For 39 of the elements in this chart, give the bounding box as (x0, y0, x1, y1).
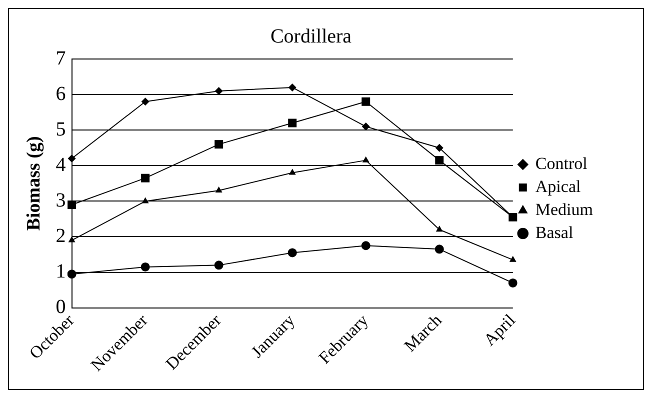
point (141, 174, 150, 182)
point (68, 236, 76, 242)
point (288, 83, 296, 92)
point (362, 97, 370, 106)
point (434, 244, 444, 254)
point (288, 118, 297, 128)
point (68, 200, 76, 209)
legend-label: Apical (535, 176, 581, 196)
y-tick-label: 3 (56, 189, 66, 212)
legend-label: Control (535, 154, 588, 173)
y-tick-label: 2 (56, 224, 66, 247)
y-axis-title: Biomass (g) (23, 136, 44, 231)
y-tick-label: 0 (56, 296, 66, 318)
point (214, 140, 224, 149)
point (509, 256, 516, 262)
point (435, 144, 444, 152)
point (214, 260, 224, 270)
point (508, 278, 518, 288)
point (67, 270, 76, 279)
point (214, 86, 223, 95)
point (436, 226, 443, 232)
y-tick-label: 5 (56, 118, 66, 140)
chart-title: Cordillera (270, 25, 352, 48)
point (361, 241, 370, 250)
point (362, 156, 370, 162)
point (288, 248, 297, 258)
y-tick-label: 1 (56, 260, 66, 283)
point (288, 168, 296, 175)
legend-label: Medium (535, 200, 593, 219)
point (141, 98, 150, 106)
point (142, 197, 149, 204)
point (68, 154, 76, 163)
point (435, 156, 444, 165)
point (140, 262, 150, 272)
point (215, 186, 222, 193)
y-tick-label: 4 (56, 154, 66, 176)
y-tick-label: 7 (56, 47, 66, 70)
legend-label: Basal (535, 222, 574, 242)
y-tick-label: 6 (56, 82, 66, 105)
